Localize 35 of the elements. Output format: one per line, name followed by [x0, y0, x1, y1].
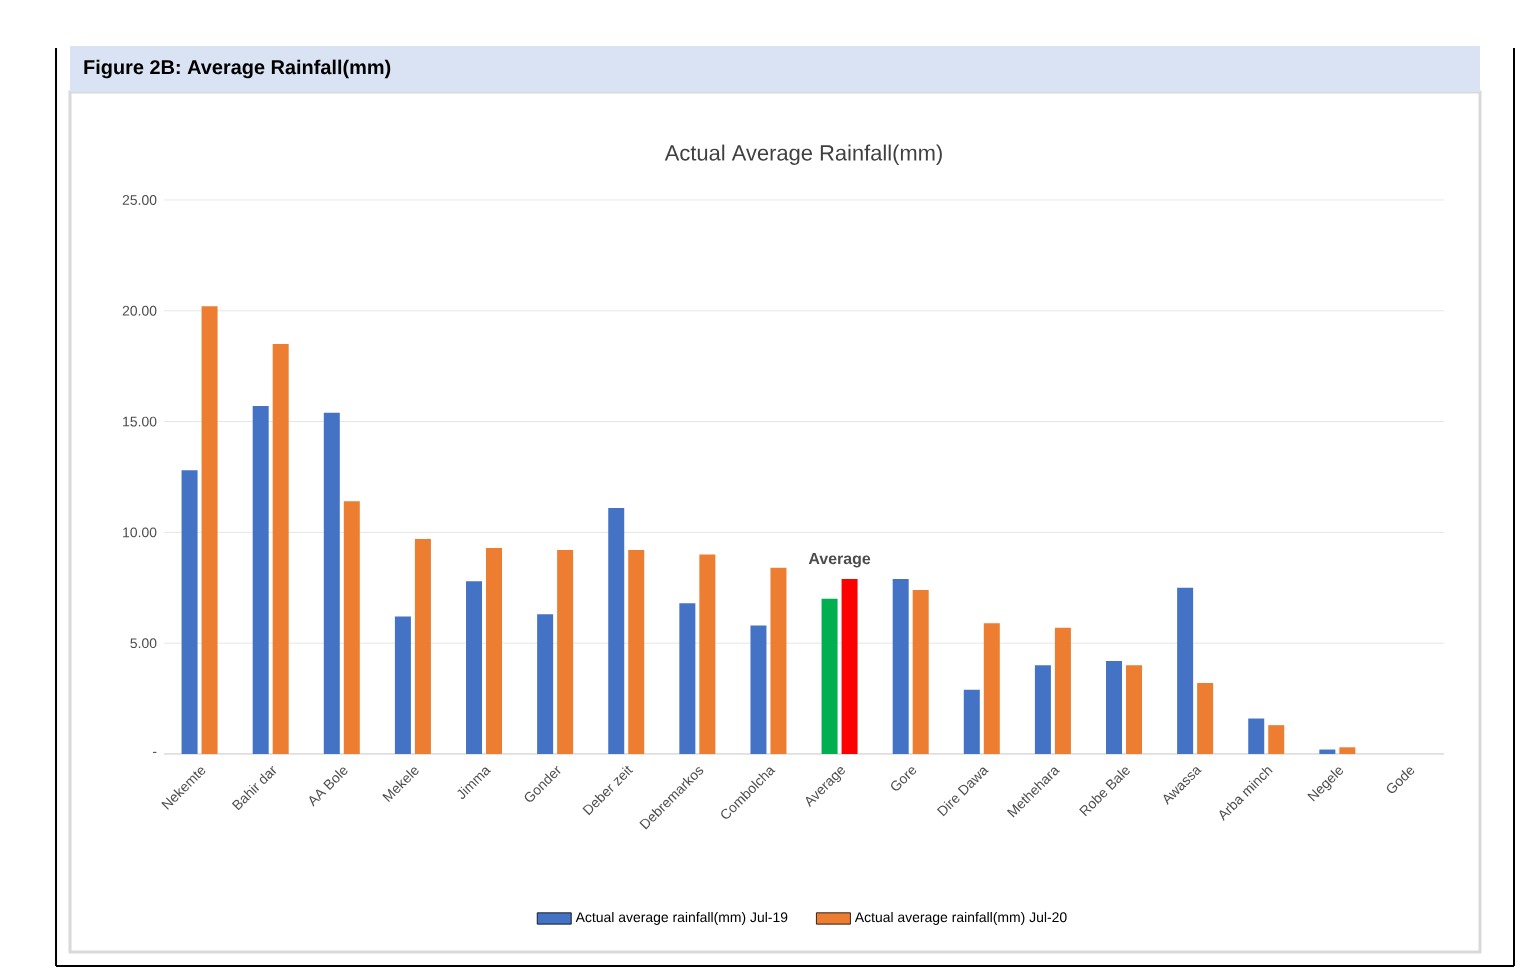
bar	[414, 539, 431, 754]
bar	[343, 501, 360, 754]
bar	[608, 507, 625, 754]
bar	[841, 578, 858, 754]
bar	[750, 625, 767, 754]
chart-subtitle: Actual Average Rainfall(mm)	[664, 144, 942, 165]
bar	[770, 567, 787, 754]
bar	[557, 550, 574, 754]
bar	[537, 614, 554, 754]
bar	[628, 550, 645, 754]
bar	[1054, 627, 1071, 754]
bar	[1126, 665, 1143, 754]
bar	[466, 581, 483, 754]
bar	[323, 412, 340, 754]
bar	[1106, 660, 1123, 754]
bar	[1248, 718, 1265, 754]
bar	[201, 306, 218, 754]
bar	[912, 589, 929, 754]
bar	[892, 578, 909, 754]
bar	[1268, 725, 1285, 754]
bar	[181, 470, 198, 754]
bar	[1197, 683, 1214, 754]
bar	[1339, 747, 1356, 754]
bar	[486, 547, 503, 754]
bar	[272, 344, 289, 754]
bar	[699, 554, 716, 754]
bar	[1034, 665, 1051, 754]
bar	[1177, 587, 1194, 754]
bar	[821, 598, 838, 754]
bar	[394, 616, 411, 754]
bar	[679, 603, 696, 754]
bar	[252, 406, 269, 754]
bar	[983, 623, 1000, 754]
bar	[963, 689, 980, 754]
chart-title: Figure 2B: Average Rainfall(mm)	[84, 59, 391, 79]
